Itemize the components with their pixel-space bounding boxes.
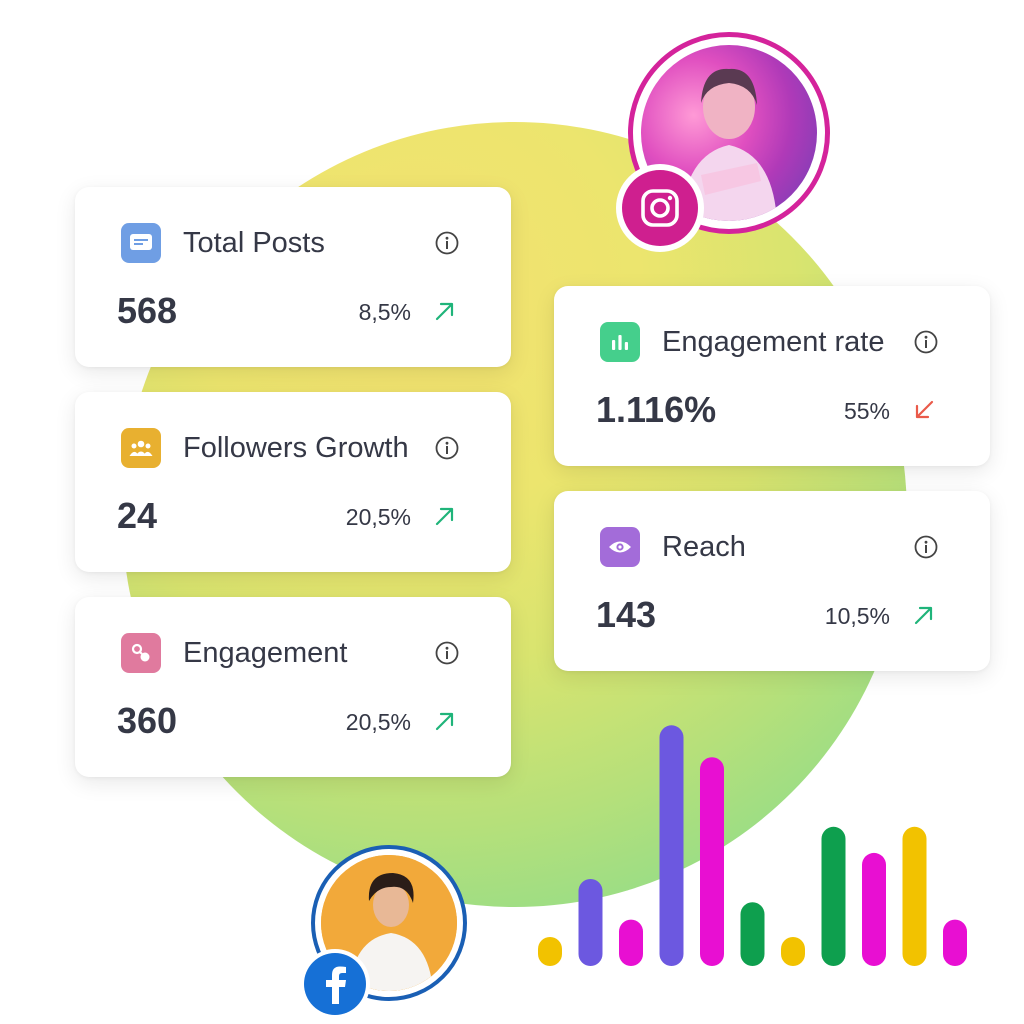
decorative-bar xyxy=(659,725,684,966)
decorative-bar xyxy=(578,879,603,966)
stat-value: 1.116% xyxy=(596,389,717,430)
stat-card-followers-growth: Followers Growth 24 20,5% xyxy=(75,392,511,572)
stat-change: 20,5% xyxy=(345,709,411,735)
stat-change: 10,5% xyxy=(824,603,890,629)
group-icon xyxy=(121,428,161,468)
stat-card-total-posts: Total Posts 568 8,5% xyxy=(75,187,511,367)
info-icon[interactable] xyxy=(435,641,459,665)
trend-up-icon xyxy=(435,507,454,526)
stat-title: Engagement xyxy=(183,637,348,669)
decorative-bar xyxy=(781,937,805,966)
profile-photo xyxy=(641,45,817,221)
stat-change: 55% xyxy=(843,398,890,424)
stat-card-reach: Reach 143 10,5% xyxy=(554,491,990,671)
eye-icon xyxy=(600,527,640,567)
decorative-bar xyxy=(943,919,967,966)
info-icon[interactable] xyxy=(914,535,938,559)
decorative-bar xyxy=(740,902,765,966)
info-icon[interactable] xyxy=(435,436,459,460)
decorative-bar xyxy=(902,826,927,966)
info-icon[interactable] xyxy=(914,330,938,354)
stat-change: 20,5% xyxy=(345,504,411,530)
document-icon xyxy=(121,223,161,263)
instagram-icon xyxy=(622,170,698,246)
stat-title: Engagement rate xyxy=(662,326,885,358)
stat-value: 24 xyxy=(117,495,158,536)
stat-card-engagement-rate: Engagement rate 1.116% 55% xyxy=(554,286,990,466)
decorative-bar xyxy=(700,757,724,966)
instagram-avatar[interactable] xyxy=(628,32,830,234)
trend-up-icon xyxy=(435,302,454,321)
trend-down-icon xyxy=(915,400,934,419)
trend-up-icon xyxy=(435,712,454,731)
facebook-badge[interactable] xyxy=(300,949,370,1019)
facebook-icon xyxy=(304,953,366,1015)
stat-card-engagement: Engagement 360 20,5% xyxy=(75,597,511,777)
stat-title: Reach xyxy=(662,531,746,563)
info-icon[interactable] xyxy=(435,231,459,255)
decorative-bar xyxy=(862,852,886,966)
stat-title: Total Posts xyxy=(183,227,325,259)
decorative-bar xyxy=(821,826,846,966)
stat-value: 568 xyxy=(117,290,178,331)
decorative-bar xyxy=(538,937,562,966)
stat-value: 360 xyxy=(117,700,178,741)
bar-chart-icon xyxy=(600,322,640,362)
engagement-icon xyxy=(121,633,161,673)
stat-value: 143 xyxy=(596,594,657,635)
decorative-bar xyxy=(619,919,643,966)
stat-change: 8,5% xyxy=(358,299,411,325)
stat-title: Followers Growth xyxy=(183,432,409,464)
instagram-badge[interactable] xyxy=(616,164,704,252)
trend-up-icon xyxy=(914,606,933,625)
